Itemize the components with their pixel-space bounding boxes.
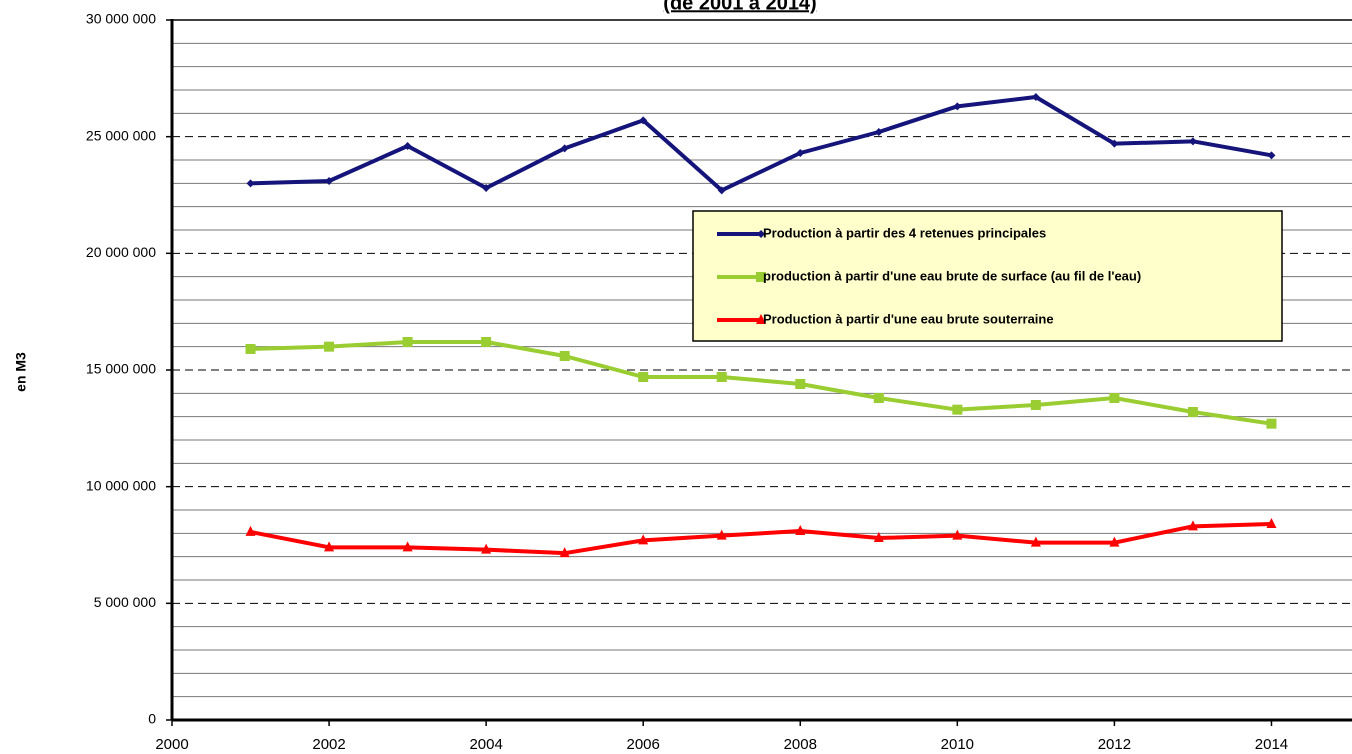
marker [756,314,766,324]
marker [402,337,413,347]
marker [245,525,256,536]
x-tick-label: 2000 [155,736,188,753]
marker [953,102,962,111]
y-axis-label: en M3 [13,352,29,392]
marker [716,372,727,382]
marker [874,128,883,136]
legend-label: Production à partir des 4 retenues princ… [763,225,1046,240]
legend: Production à partir des 4 retenues princ… [692,210,1283,342]
series-line [250,340,1272,426]
marker [246,179,255,188]
marker [952,529,963,540]
marker [324,341,335,352]
y-tick-label: 5 000 000 [94,594,156,610]
legend-label: production à partir d'une eau brute de s… [763,268,1141,283]
marker [873,393,884,403]
chart-title: (de 2001 à 2014) [663,0,816,14]
marker [717,186,726,195]
marker [481,337,492,347]
marker [1031,93,1040,101]
marker [324,541,335,552]
marker [481,543,492,554]
y-tick-label: 20 000 000 [86,244,156,260]
marker [402,541,413,552]
marker [757,230,765,238]
marker [1030,400,1041,410]
marker [795,525,806,535]
marker [1030,536,1041,547]
marker [325,177,334,185]
marker [796,149,805,157]
marker [638,534,649,545]
series-line [250,95,1272,193]
marker [952,404,963,415]
marker [1188,137,1197,146]
x-tick-label: 2002 [312,736,345,753]
x-tick-label: 2014 [1255,736,1288,753]
y-tick-label: 25 000 000 [86,127,156,143]
x-tick-label: 2004 [469,736,502,753]
marker [873,532,884,542]
marker [795,379,806,389]
marker [559,351,570,361]
marker [560,144,569,153]
marker [403,142,412,150]
marker [639,116,648,125]
series-line [250,522,1272,556]
marker [716,529,727,540]
marker [1267,151,1276,160]
marker [1110,139,1119,148]
marker [1109,536,1120,547]
y-tick-label: 0 [148,711,156,727]
marker [559,547,570,558]
x-tick-label: 2010 [941,736,974,753]
y-tick-label: 10 000 000 [86,477,156,493]
marker [1266,518,1277,528]
legend-box [692,210,1283,342]
marker [482,184,491,192]
marker [1266,418,1277,429]
marker [638,372,649,382]
x-tick-label: 2012 [1098,736,1131,753]
x-tick-label: 2006 [627,736,660,753]
x-tick-label: 2008 [784,736,817,753]
y-tick-label: 30 000 000 [86,11,156,27]
marker [245,344,256,354]
legend-label: Production à partir d'une eau brute sout… [763,311,1054,326]
marker [1187,407,1198,417]
marker [1187,520,1198,531]
marker [756,272,766,282]
y-tick-label: 15 000 000 [86,361,156,377]
marker [1109,393,1120,403]
